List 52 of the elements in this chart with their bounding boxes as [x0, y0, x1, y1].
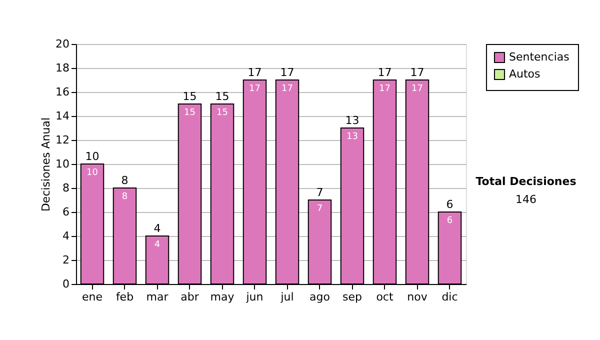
x-tick-label: ago: [310, 290, 330, 304]
x-tick-label: feb: [116, 290, 134, 304]
data-label: 6: [446, 216, 453, 226]
data-label: 13: [346, 132, 358, 142]
y-axis-title: Decisiones Anual: [40, 117, 53, 212]
total-label: 13: [345, 114, 360, 127]
x-tick-label: jul: [280, 290, 294, 304]
text: Total Decisiones: [476, 175, 577, 188]
x-tick-label: ene: [82, 290, 103, 304]
total-label: 6: [446, 198, 454, 211]
data-label: 17: [379, 84, 390, 94]
data-label: 17: [249, 84, 260, 94]
y-tick-label: 2: [62, 254, 70, 266]
x-tick-label: nov: [407, 290, 428, 304]
y-tick-label: 4: [62, 230, 70, 242]
data-label: 15: [184, 108, 196, 118]
x-tick-label: may: [210, 290, 235, 304]
total-label: 17: [280, 66, 294, 79]
data-label: 15: [216, 108, 228, 118]
total-label: 15: [215, 90, 230, 103]
y-tick-label: 18: [56, 62, 70, 74]
y-tick-label: 20: [56, 38, 70, 50]
total-label: 17: [248, 66, 262, 79]
x-tick-label: mar: [146, 290, 169, 304]
data-label: 10: [86, 168, 98, 178]
y-tick-label: 8: [62, 182, 70, 194]
total-label: 17: [410, 66, 424, 79]
data-label: 8: [122, 192, 128, 202]
total-label: 4: [154, 222, 161, 235]
x-tick-label: dic: [442, 290, 458, 304]
y-tick-label: 6: [62, 206, 70, 218]
total-label: 7: [316, 186, 324, 199]
y-tick-label: 0: [62, 278, 70, 290]
text: 146: [516, 193, 536, 206]
x-tick-label: jun: [245, 290, 264, 304]
y-tick-label: 14: [56, 110, 70, 122]
data-label: 7: [316, 204, 323, 214]
y-tick-label: 16: [56, 86, 70, 98]
y-tick-label: 12: [56, 134, 70, 146]
x-tick-label: oct: [376, 290, 394, 304]
total-label: 8: [121, 174, 128, 187]
data-label: 4: [154, 240, 160, 250]
total-label: 10: [85, 150, 100, 163]
legend-label: Autos: [509, 68, 541, 80]
data-label: 17: [282, 84, 293, 94]
legend-label: Sentencias: [509, 50, 570, 64]
total-label: 15: [182, 90, 197, 103]
x-tick-label: abr: [180, 290, 200, 304]
y-tick-label: 10: [56, 158, 70, 170]
total-label: 17: [378, 66, 392, 79]
data-label: 17: [412, 84, 423, 94]
x-tick-label: sep: [342, 290, 362, 304]
